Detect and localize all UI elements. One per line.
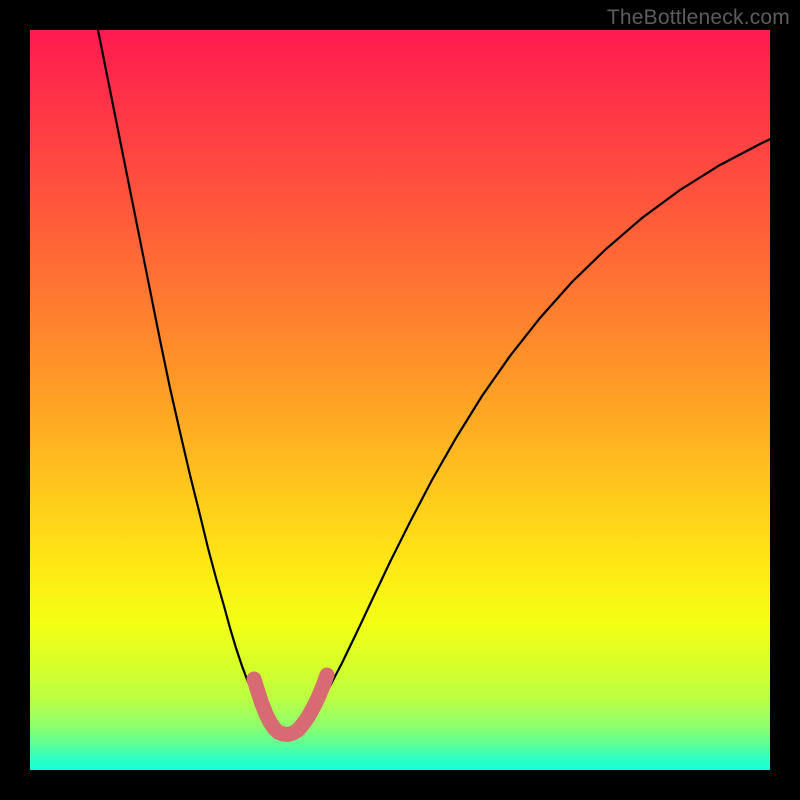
watermark-text: TheBottleneck.com (607, 6, 790, 30)
highlight-bump (254, 675, 327, 735)
chart-curves (30, 30, 770, 770)
plot-frame (30, 30, 770, 770)
chart-canvas: TheBottleneck.com (0, 0, 800, 800)
bottleneck-curve (95, 15, 785, 735)
